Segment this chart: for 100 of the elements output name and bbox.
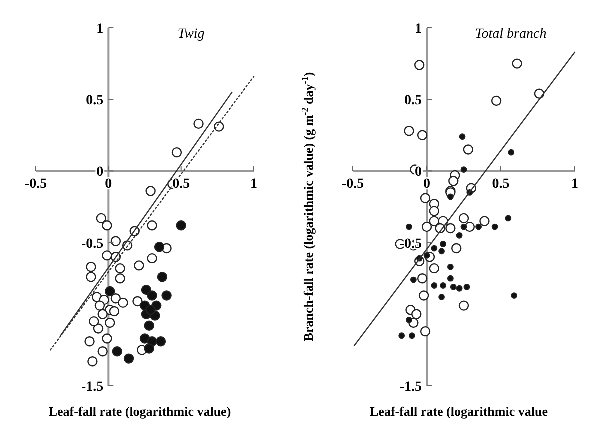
point [460,166,468,173]
point [458,300,470,311]
point [438,294,445,300]
point [404,126,414,136]
point [458,213,470,224]
point [508,149,515,156]
point [456,285,463,292]
point [154,242,165,252]
point [452,243,462,254]
point [109,306,120,317]
point [431,282,438,289]
point [147,290,158,301]
chart-title: Total branch [475,27,547,42]
point [157,272,168,282]
point [420,326,431,337]
point [406,224,412,230]
y-tick-label: 1 [415,22,422,37]
point [102,220,112,231]
y-tick-label: -1.5 [81,380,104,395]
x-tick-label: 1 [250,177,258,192]
point [162,290,172,301]
point [431,245,438,252]
point [115,274,126,284]
point [88,356,98,367]
y-tick-label: 1 [96,22,104,37]
point [412,309,422,320]
x-tick-label: -0.5 [24,177,48,192]
point [463,144,474,155]
point [89,316,100,327]
point [429,263,440,274]
point [446,223,456,234]
point [505,215,512,222]
point [464,284,470,290]
point [147,253,158,264]
x-tick-label: 0.5 [492,177,510,192]
y-tick-label: 0.5 [86,94,104,109]
point [98,309,108,320]
point [98,346,108,357]
point [447,275,454,282]
point [398,332,406,340]
point [422,222,432,232]
point [414,60,425,70]
point [459,134,466,140]
point [429,206,440,216]
point [84,336,95,347]
point [118,298,128,308]
point [417,130,428,140]
point [511,292,518,299]
point [172,147,182,158]
point [115,263,126,274]
x-axis-title: Leaf-fall rate (logarithmic value) [48,404,232,419]
point [480,216,490,226]
point [147,220,158,231]
point [124,354,134,364]
point [417,274,428,284]
point [105,286,116,297]
point [94,300,106,311]
chart-title: Twig [178,27,205,42]
point [447,264,454,270]
point [476,224,482,230]
y-tick-label: -1.5 [400,380,422,395]
point [447,194,454,200]
point [409,332,416,340]
point [134,260,144,271]
y-tick-label: -0.5 [81,236,104,252]
point [492,224,498,230]
point [410,276,417,284]
point [112,346,122,357]
point [141,284,152,296]
point [132,296,143,307]
point [194,118,204,130]
point [438,248,445,255]
point [420,193,431,204]
point [146,305,156,316]
point [450,284,457,290]
x-tick-label: 1 [572,177,578,192]
point [105,318,116,328]
point [110,236,122,246]
point [406,316,412,324]
point [102,334,112,344]
point [96,213,106,224]
point [144,344,154,354]
point [102,250,112,261]
point [86,272,96,282]
point [156,336,166,347]
y-tick-label: 0 [96,165,104,180]
point [440,282,446,289]
point [440,241,446,248]
point [460,224,468,230]
x-tick-label: -0.5 [342,177,364,192]
point [214,122,224,132]
point [456,232,463,239]
point [176,220,186,231]
x-axis-title: Leaf-fall rate (logarithmic value [370,404,548,419]
point [491,96,502,106]
point [86,262,96,272]
point [93,324,104,334]
point [448,176,459,186]
point [146,186,156,196]
y-tick-label: 0.5 [404,94,422,109]
